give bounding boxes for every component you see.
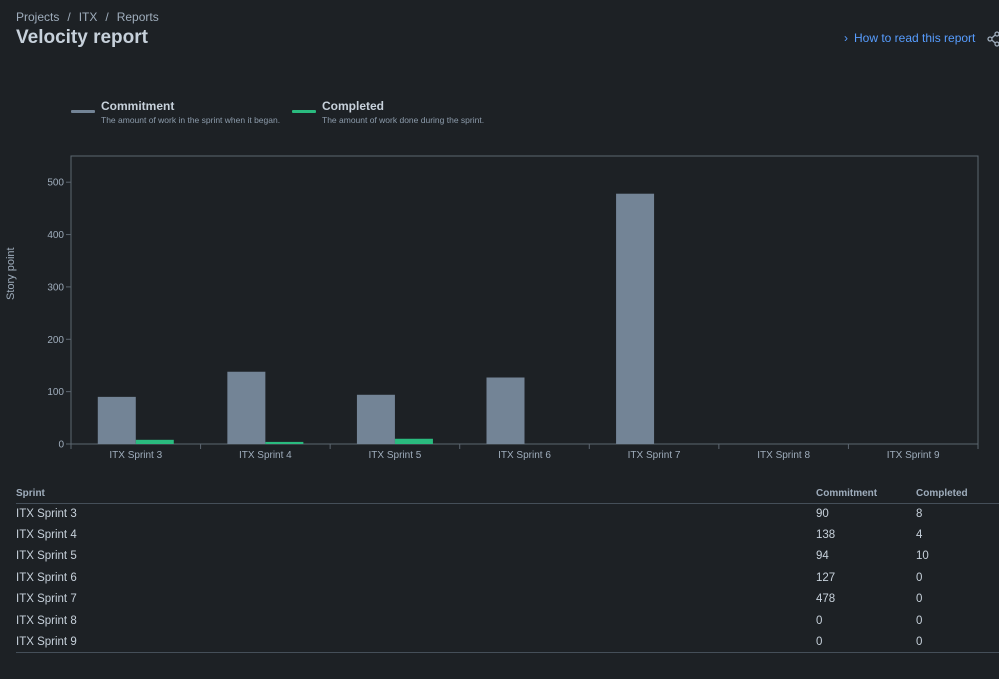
table-row: ITX Sprint 8 0 0	[16, 610, 999, 631]
legend-description: The amount of work done during the sprin…	[322, 115, 485, 125]
table-row: ITX Sprint 3 90 8	[16, 503, 999, 524]
cell-commitment: 94	[816, 550, 829, 563]
bar-completed	[394, 438, 433, 444]
breadcrumb-separator: /	[67, 10, 71, 24]
column-header-commitment: Commitment	[816, 484, 916, 504]
velocity-table: Sprint Commitment Completed ITX Sprint 3…	[16, 484, 999, 654]
legend-description: The amount of work in the sprint when it…	[101, 115, 281, 125]
velocity-chart: 0 100 200 300 400 500 ITX Sprint 3 ITX Sprint 4…	[0, 150, 999, 470]
breadcrumb-reports[interactable]: Reports	[116, 10, 159, 24]
cell-sprint: ITX Sprint 5	[16, 550, 77, 563]
y-tick-label: 100	[47, 387, 64, 398]
y-tick-label: 300	[47, 282, 64, 293]
column-header-completed: Completed	[916, 484, 999, 504]
cell-commitment: 0	[816, 631, 916, 654]
cell-sprint: ITX Sprint 9	[16, 631, 816, 654]
cell-completed: 0	[916, 593, 923, 606]
legend-name: Completed	[322, 99, 385, 113]
bar-commitment	[486, 377, 525, 444]
legend-item-commitment[interactable]: Commitment The amount of work in the spr…	[71, 99, 292, 126]
bar-commitment	[356, 394, 395, 444]
x-tick-label: ITX Sprint 3	[109, 450, 162, 461]
cell-commitment: 478	[816, 593, 836, 606]
cell-sprint: ITX Sprint 8	[16, 614, 77, 627]
y-tick-label: 0	[58, 440, 64, 451]
cell-completed: 0	[916, 614, 923, 627]
cell-sprint: ITX Sprint 7	[16, 593, 77, 606]
legend-swatch-commitment	[71, 110, 95, 113]
x-tick-label: ITX Sprint 9	[887, 450, 940, 461]
cell-sprint: ITX Sprint 4	[16, 529, 77, 542]
table-header-row: Sprint Commitment Completed	[16, 484, 999, 504]
bar-commitment	[97, 396, 136, 444]
x-tick-label: ITX Sprint 6	[498, 450, 551, 461]
breadcrumb-itx[interactable]: ITX	[78, 10, 98, 24]
cell-sprint: ITX Sprint 3	[16, 507, 77, 520]
how-to-read-link[interactable]: › How to read this report	[844, 31, 975, 45]
breadcrumb-separator: /	[105, 10, 109, 24]
cell-commitment: 90	[816, 507, 829, 520]
y-tick-label: 400	[47, 230, 64, 241]
bar-completed	[265, 441, 304, 444]
table-row: ITX Sprint 4 138 4	[16, 524, 999, 545]
x-tick-label: ITX Sprint 8	[757, 450, 810, 461]
cell-completed: 0	[916, 631, 999, 654]
cell-commitment: 127	[816, 571, 836, 584]
bar-commitment	[227, 371, 266, 444]
table-row: ITX Sprint 6 127 0	[16, 567, 999, 588]
cell-commitment: 0	[816, 614, 823, 627]
breadcrumb-projects[interactable]: Projects	[16, 10, 60, 24]
x-tick-label: ITX Sprint 4	[239, 450, 292, 461]
cell-commitment: 138	[816, 529, 836, 542]
cell-completed: 10	[916, 550, 929, 563]
table-row: ITX Sprint 9 0 0	[16, 631, 999, 654]
page-title: Velocity report	[16, 27, 148, 48]
table-row: ITX Sprint 5 94 10	[16, 546, 999, 567]
cell-completed: 4	[916, 529, 923, 542]
y-tick-label: 500	[47, 178, 64, 189]
legend-swatch-completed	[292, 110, 316, 113]
cell-completed: 8	[916, 507, 923, 520]
table-row: ITX Sprint 7 478 0	[16, 589, 999, 610]
column-header-sprint: Sprint	[16, 484, 816, 504]
bar-commitment	[616, 193, 655, 444]
legend-name: Commitment	[101, 99, 175, 113]
bar-completed	[135, 439, 174, 444]
x-tick-label: ITX Sprint 5	[369, 450, 422, 461]
y-tick-label: 200	[47, 335, 64, 346]
chevron-right-icon: ›	[844, 31, 848, 45]
how-to-read-label: How to read this report	[854, 31, 976, 45]
legend-item-completed[interactable]: Completed The amount of work done during…	[292, 99, 484, 126]
breadcrumb: Projects / ITX / Reports	[16, 10, 159, 24]
cell-completed: 0	[916, 571, 923, 584]
velocity-chart-svg: 0 100 200 300 400 500 ITX Sprint 3 ITX Sprint 4…	[47, 155, 979, 461]
x-tick-label: ITX Sprint 7	[628, 450, 681, 461]
share-icon[interactable]	[987, 31, 999, 47]
chart-legend: Commitment The amount of work in the spr…	[71, 99, 484, 126]
cell-sprint: ITX Sprint 6	[16, 571, 77, 584]
